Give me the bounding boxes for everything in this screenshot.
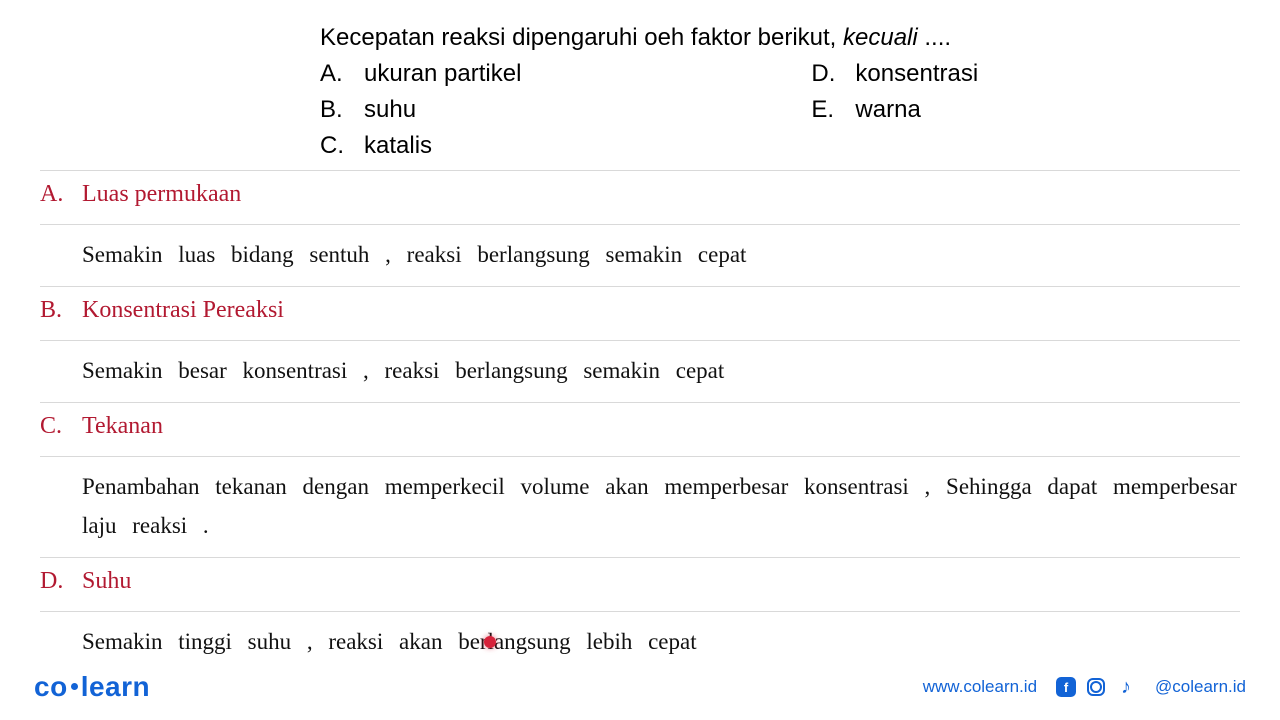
note-letter: A. bbox=[40, 181, 82, 208]
handwritten-notes: A. Luas permukaan Semakin luas bidang se… bbox=[0, 170, 1280, 673]
option-letter: B. bbox=[320, 96, 364, 124]
logo-learn: learn bbox=[81, 671, 150, 702]
question-italic: kecuali bbox=[843, 24, 918, 51]
note-b-body-row: Semakin besar konsentrasi , reaksi berla… bbox=[40, 341, 1240, 403]
note-b: B. Konsentrasi Pereaksi bbox=[40, 287, 1240, 341]
note-body: Penambahan tekanan dengan memperkecil vo… bbox=[40, 467, 1240, 545]
note-body: Semakin besar konsentrasi , reaksi berla… bbox=[40, 351, 1240, 390]
social-icons: f ♪ bbox=[1055, 676, 1137, 698]
option-d: D. konsentrasi bbox=[811, 60, 978, 88]
question-block: Kecepatan reaksi dipengaruhi oeh faktor … bbox=[0, 0, 1280, 170]
option-letter: A. bbox=[320, 60, 364, 88]
note-title: Konsentrasi Pereaksi bbox=[82, 297, 284, 324]
note-heading: C. Tekanan bbox=[40, 413, 1240, 440]
option-a: A. ukuran partikel bbox=[320, 60, 521, 88]
option-text: konsentrasi bbox=[855, 60, 978, 88]
note-title: Luas permukaan bbox=[82, 181, 241, 208]
instagram-icon[interactable] bbox=[1085, 676, 1107, 698]
website-link[interactable]: www.colearn.id bbox=[923, 677, 1037, 697]
option-letter: E. bbox=[811, 96, 855, 124]
note-letter: D. bbox=[40, 568, 82, 595]
logo-dot-icon bbox=[71, 683, 78, 690]
note-letter: C. bbox=[40, 413, 82, 440]
option-c: C. katalis bbox=[320, 132, 521, 160]
option-text: katalis bbox=[364, 132, 432, 160]
option-text: warna bbox=[855, 96, 920, 124]
question-after: .... bbox=[918, 24, 951, 51]
note-letter: B. bbox=[40, 297, 82, 324]
option-text: suhu bbox=[364, 96, 416, 124]
note-title: Tekanan bbox=[82, 413, 163, 440]
note-c-body-row: Penambahan tekanan dengan memperkecil vo… bbox=[40, 457, 1240, 558]
option-letter: C. bbox=[320, 132, 364, 160]
note-c: C. Tekanan bbox=[40, 403, 1240, 457]
option-text: ukuran partikel bbox=[364, 60, 521, 88]
option-letter: D. bbox=[811, 60, 855, 88]
note-heading: A. Luas permukaan bbox=[40, 181, 1240, 208]
note-title: Suhu bbox=[82, 568, 131, 595]
footer: colearn www.colearn.id f ♪ @colearn.id bbox=[0, 654, 1280, 720]
tiktok-icon[interactable]: ♪ bbox=[1115, 676, 1137, 698]
options: A. ukuran partikel B. suhu C. katalis D.… bbox=[320, 60, 1240, 160]
note-heading: B. Konsentrasi Pereaksi bbox=[40, 297, 1240, 324]
question-text: Kecepatan reaksi dipengaruhi oeh faktor … bbox=[320, 24, 1240, 52]
options-left: A. ukuran partikel B. suhu C. katalis bbox=[320, 60, 521, 160]
social-handle[interactable]: @colearn.id bbox=[1155, 677, 1246, 697]
note-body: Semakin luas bidang sentuh , reaksi berl… bbox=[40, 235, 1240, 274]
option-e: E. warna bbox=[811, 96, 978, 124]
note-a-body-row: Semakin luas bidang sentuh , reaksi berl… bbox=[40, 225, 1240, 287]
options-right: D. konsentrasi E. warna bbox=[811, 60, 978, 160]
option-b: B. suhu bbox=[320, 96, 521, 124]
note-a: A. Luas permukaan bbox=[40, 170, 1240, 225]
footer-right: www.colearn.id f ♪ @colearn.id bbox=[923, 676, 1246, 698]
question-main: Kecepatan reaksi dipengaruhi oeh faktor … bbox=[320, 24, 843, 51]
note-heading: D. Suhu bbox=[40, 568, 1240, 595]
laser-pointer-icon bbox=[484, 636, 496, 648]
logo-co: co bbox=[34, 671, 68, 702]
facebook-icon[interactable]: f bbox=[1055, 676, 1077, 698]
note-d: D. Suhu bbox=[40, 558, 1240, 612]
colearn-logo: colearn bbox=[34, 671, 150, 703]
